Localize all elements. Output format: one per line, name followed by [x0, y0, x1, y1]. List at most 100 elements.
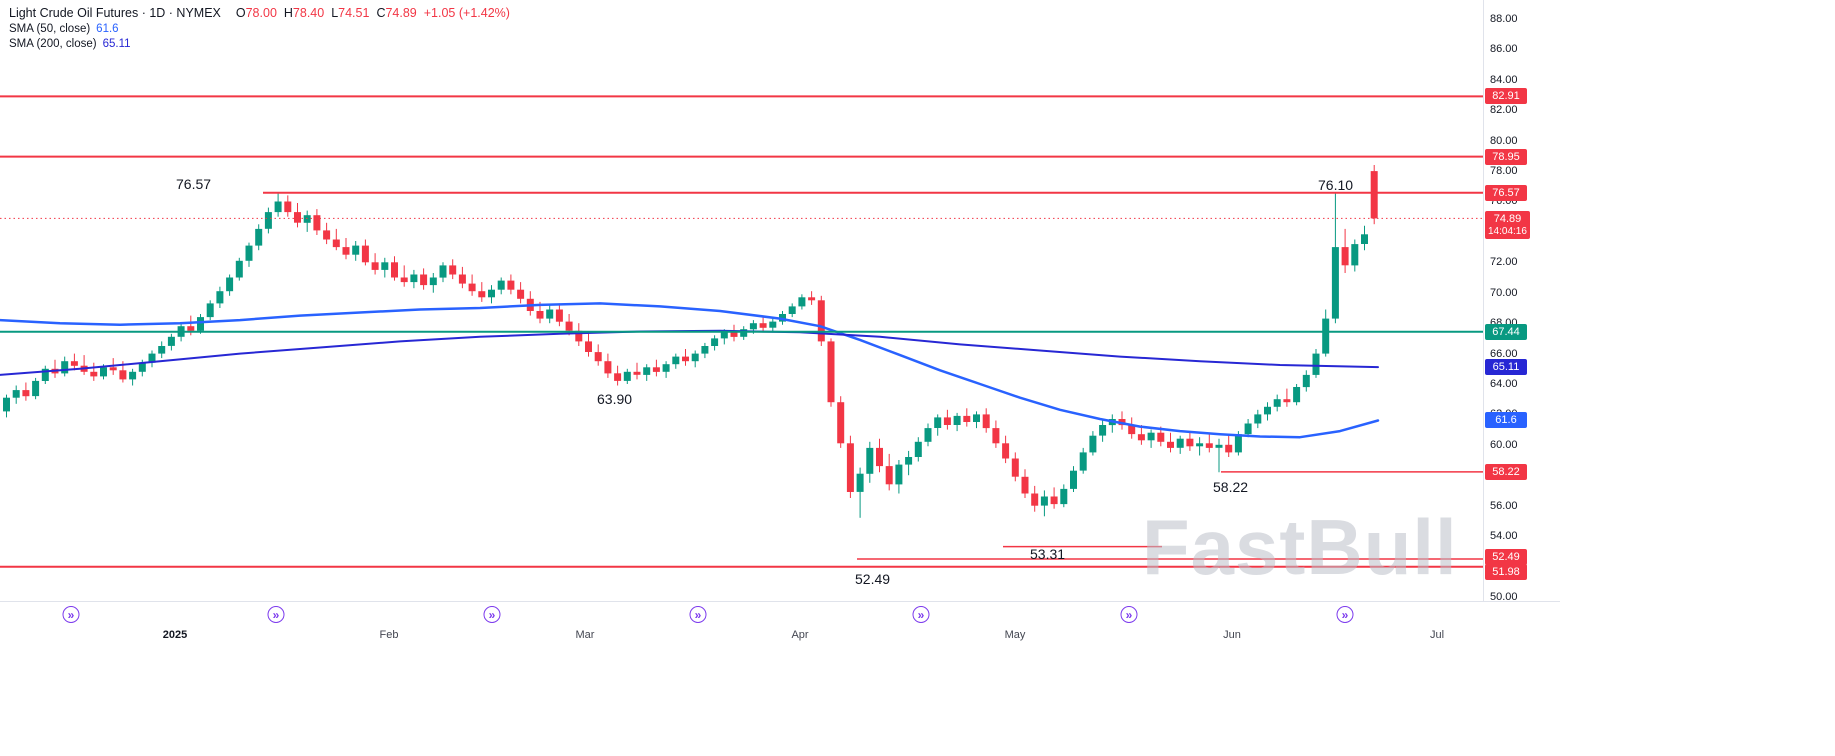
candle-body — [264, 212, 272, 229]
candle-body — [720, 332, 728, 339]
candle-body — [943, 417, 951, 425]
close-label: C — [376, 6, 386, 20]
fast-forward-icon[interactable]: » — [1120, 606, 1138, 623]
candle-body — [497, 280, 505, 290]
candle-body — [1147, 432, 1155, 441]
fast-forward-icon[interactable]: » — [483, 606, 501, 623]
candle-body — [1244, 423, 1252, 435]
candle-body — [759, 323, 767, 328]
candle-body — [32, 380, 40, 397]
fast-forward-icon[interactable]: » — [267, 606, 285, 623]
sma200-value: 65.11 — [102, 38, 131, 50]
candle-body — [70, 361, 78, 366]
candle-body — [914, 441, 922, 457]
price-level-badge: 61.6 — [1485, 412, 1527, 429]
candle-body — [342, 247, 350, 255]
candle-body — [100, 367, 107, 377]
candle-body — [682, 356, 689, 362]
price-level-badge: 52.49 — [1485, 549, 1527, 566]
candle-body — [1322, 318, 1330, 354]
candle-body — [1205, 443, 1213, 448]
candle-body — [226, 277, 234, 292]
candle-body — [876, 447, 883, 467]
time-axis[interactable]: 2025 Feb Mar Apr May Jun Jul » » » » » » » — [0, 601, 1560, 652]
close-value: 74.89 — [385, 6, 417, 20]
candle-body — [1128, 425, 1136, 435]
candle-body — [449, 265, 457, 275]
candle-body — [119, 370, 127, 380]
candle-body — [1186, 438, 1194, 447]
candle-body — [565, 321, 573, 331]
candle-body — [1254, 414, 1262, 424]
symbol-row: Light Crude Oil Futures · 1D · NYMEX O78.… — [9, 6, 510, 20]
candle-body — [148, 353, 156, 363]
candle-body — [332, 239, 340, 248]
fast-forward-icon[interactable]: » — [1336, 606, 1354, 623]
candle-body — [973, 414, 980, 422]
candle-body — [1079, 452, 1087, 471]
candle-body — [284, 201, 292, 213]
candle-body — [623, 371, 631, 381]
sma-50-line — [0, 302, 1380, 439]
fast-forward-icon[interactable]: » — [62, 606, 80, 623]
fast-forward-icon[interactable]: » — [689, 606, 707, 623]
candle-body — [555, 309, 563, 322]
candle-body — [216, 291, 224, 304]
candle-body — [866, 447, 874, 474]
price-tick-label: 88.00 — [1490, 13, 1518, 25]
price-tick-label: 50.00 — [1490, 590, 1518, 603]
candle-body — [846, 443, 854, 492]
candle-body — [313, 215, 321, 231]
price-level-badge: 82.91 — [1485, 88, 1527, 105]
candle-body — [798, 297, 806, 307]
current-price-badge: 74.89 14:04:16 — [1485, 211, 1530, 240]
candle-body — [294, 212, 301, 223]
candle-body — [1361, 234, 1368, 244]
fast-forward-icon[interactable]: » — [912, 606, 930, 623]
candle-body — [1070, 470, 1077, 489]
candle-body — [711, 338, 719, 346]
change-value: +1.05 (+1.42%) — [423, 6, 510, 20]
candle-body — [1196, 443, 1204, 447]
candle-body — [934, 417, 942, 428]
candle-body — [381, 262, 389, 270]
price-level-badge: 51.98 — [1485, 563, 1527, 580]
candle-body — [478, 291, 486, 298]
candle-body — [652, 367, 660, 372]
chart-legend: Light Crude Oil Futures · 1D · NYMEX O78.… — [9, 6, 510, 50]
candle-body — [158, 346, 166, 354]
candle-body — [1050, 496, 1058, 505]
candle-body — [1167, 441, 1174, 448]
candle-body — [274, 201, 282, 213]
price-tick-label: 66.00 — [1490, 347, 1518, 360]
candle-body — [1060, 488, 1068, 505]
candle-body — [507, 280, 515, 290]
sma50-value: 61.6 — [96, 23, 119, 35]
sma50-legend[interactable]: SMA (50, close) 61.6 — [9, 23, 510, 35]
candle-body — [90, 371, 98, 377]
price-level-badge: 58.22 — [1485, 463, 1527, 480]
candle-body — [1002, 443, 1010, 459]
open-label: O — [235, 6, 246, 20]
price-tick-label: 72.00 — [1490, 256, 1518, 269]
candle-body — [749, 323, 757, 330]
sma200-label: SMA (200, close) — [9, 38, 97, 50]
candle-body — [953, 415, 961, 425]
sma200-legend[interactable]: SMA (200, close) 65.11 — [9, 38, 510, 50]
price-tick-label: 54.00 — [1490, 530, 1518, 543]
candle-body — [361, 245, 369, 263]
price-tick-label: 84.00 — [1490, 73, 1518, 86]
candle-body — [255, 228, 263, 246]
candle-body — [3, 397, 10, 412]
time-tick-label: 2025 — [162, 629, 188, 641]
candle-body — [352, 245, 360, 255]
candle-body — [1312, 353, 1320, 375]
symbol-title[interactable]: Light Crude Oil Futures · 1D · NYMEX — [9, 6, 221, 20]
candle-body — [129, 371, 137, 380]
price-axis[interactable]: 88.0086.0084.0082.0080.0078.0076.0074.00… — [1483, 0, 1564, 603]
candle-body — [1370, 171, 1378, 219]
price-tick-label: 56.00 — [1490, 499, 1518, 512]
time-tick-label: Mar — [575, 629, 595, 641]
candlestick-chart[interactable] — [0, 0, 1483, 601]
